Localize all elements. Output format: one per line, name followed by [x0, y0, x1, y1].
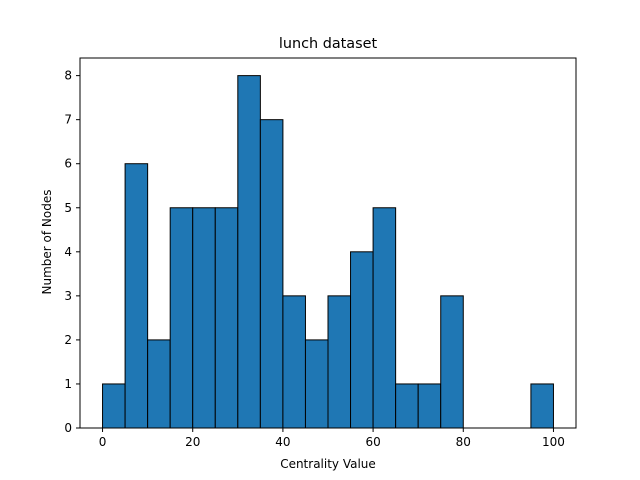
x-tick-label: 100 [542, 435, 565, 449]
chart-title: lunch dataset [279, 36, 378, 52]
histogram-bar [237, 75, 261, 429]
x-axis-label: Centrality Value [280, 457, 376, 471]
y-tick-label: 8 [64, 69, 72, 83]
y-axis-label: Number of Nodes [40, 190, 54, 295]
y-tick-label: 0 [64, 421, 72, 435]
y-tick-label: 1 [64, 377, 72, 391]
x-tick-label: 40 [275, 435, 290, 449]
histogram-bar [327, 295, 352, 429]
x-tick-label: 80 [456, 435, 471, 449]
histogram-bar [440, 295, 464, 429]
histogram-bar [395, 383, 419, 429]
x-tick-label: 20 [185, 435, 200, 449]
histogram-bar [147, 339, 171, 429]
plot-area-frame [79, 57, 577, 429]
y-axis-ticks: 0 1 2 3 4 5 6 7 8 [64, 69, 80, 435]
x-axis-ticks: 0 20 40 60 80 100 [99, 428, 565, 449]
y-tick-label: 3 [64, 289, 72, 303]
x-tick-label: 60 [365, 435, 380, 449]
histogram-bar [169, 207, 194, 429]
y-tick-label: 5 [64, 201, 72, 215]
histogram-bar [372, 207, 397, 429]
x-tick-label: 0 [99, 435, 107, 449]
y-tick-label: 6 [64, 157, 72, 171]
bars-group [102, 75, 554, 429]
histogram-bar [282, 295, 306, 429]
histogram-bar [214, 207, 239, 429]
histogram-bar [192, 207, 216, 429]
y-tick-label: 4 [64, 245, 72, 259]
y-tick-label: 7 [64, 113, 72, 127]
histogram-bar [350, 251, 374, 429]
y-tick-label: 2 [64, 333, 72, 347]
histogram-bar [304, 339, 329, 429]
histogram-bar [102, 383, 126, 429]
histogram-bar [530, 383, 554, 429]
histogram-bar [417, 383, 442, 429]
histogram-bar [124, 163, 149, 429]
histogram-bar [259, 119, 284, 429]
